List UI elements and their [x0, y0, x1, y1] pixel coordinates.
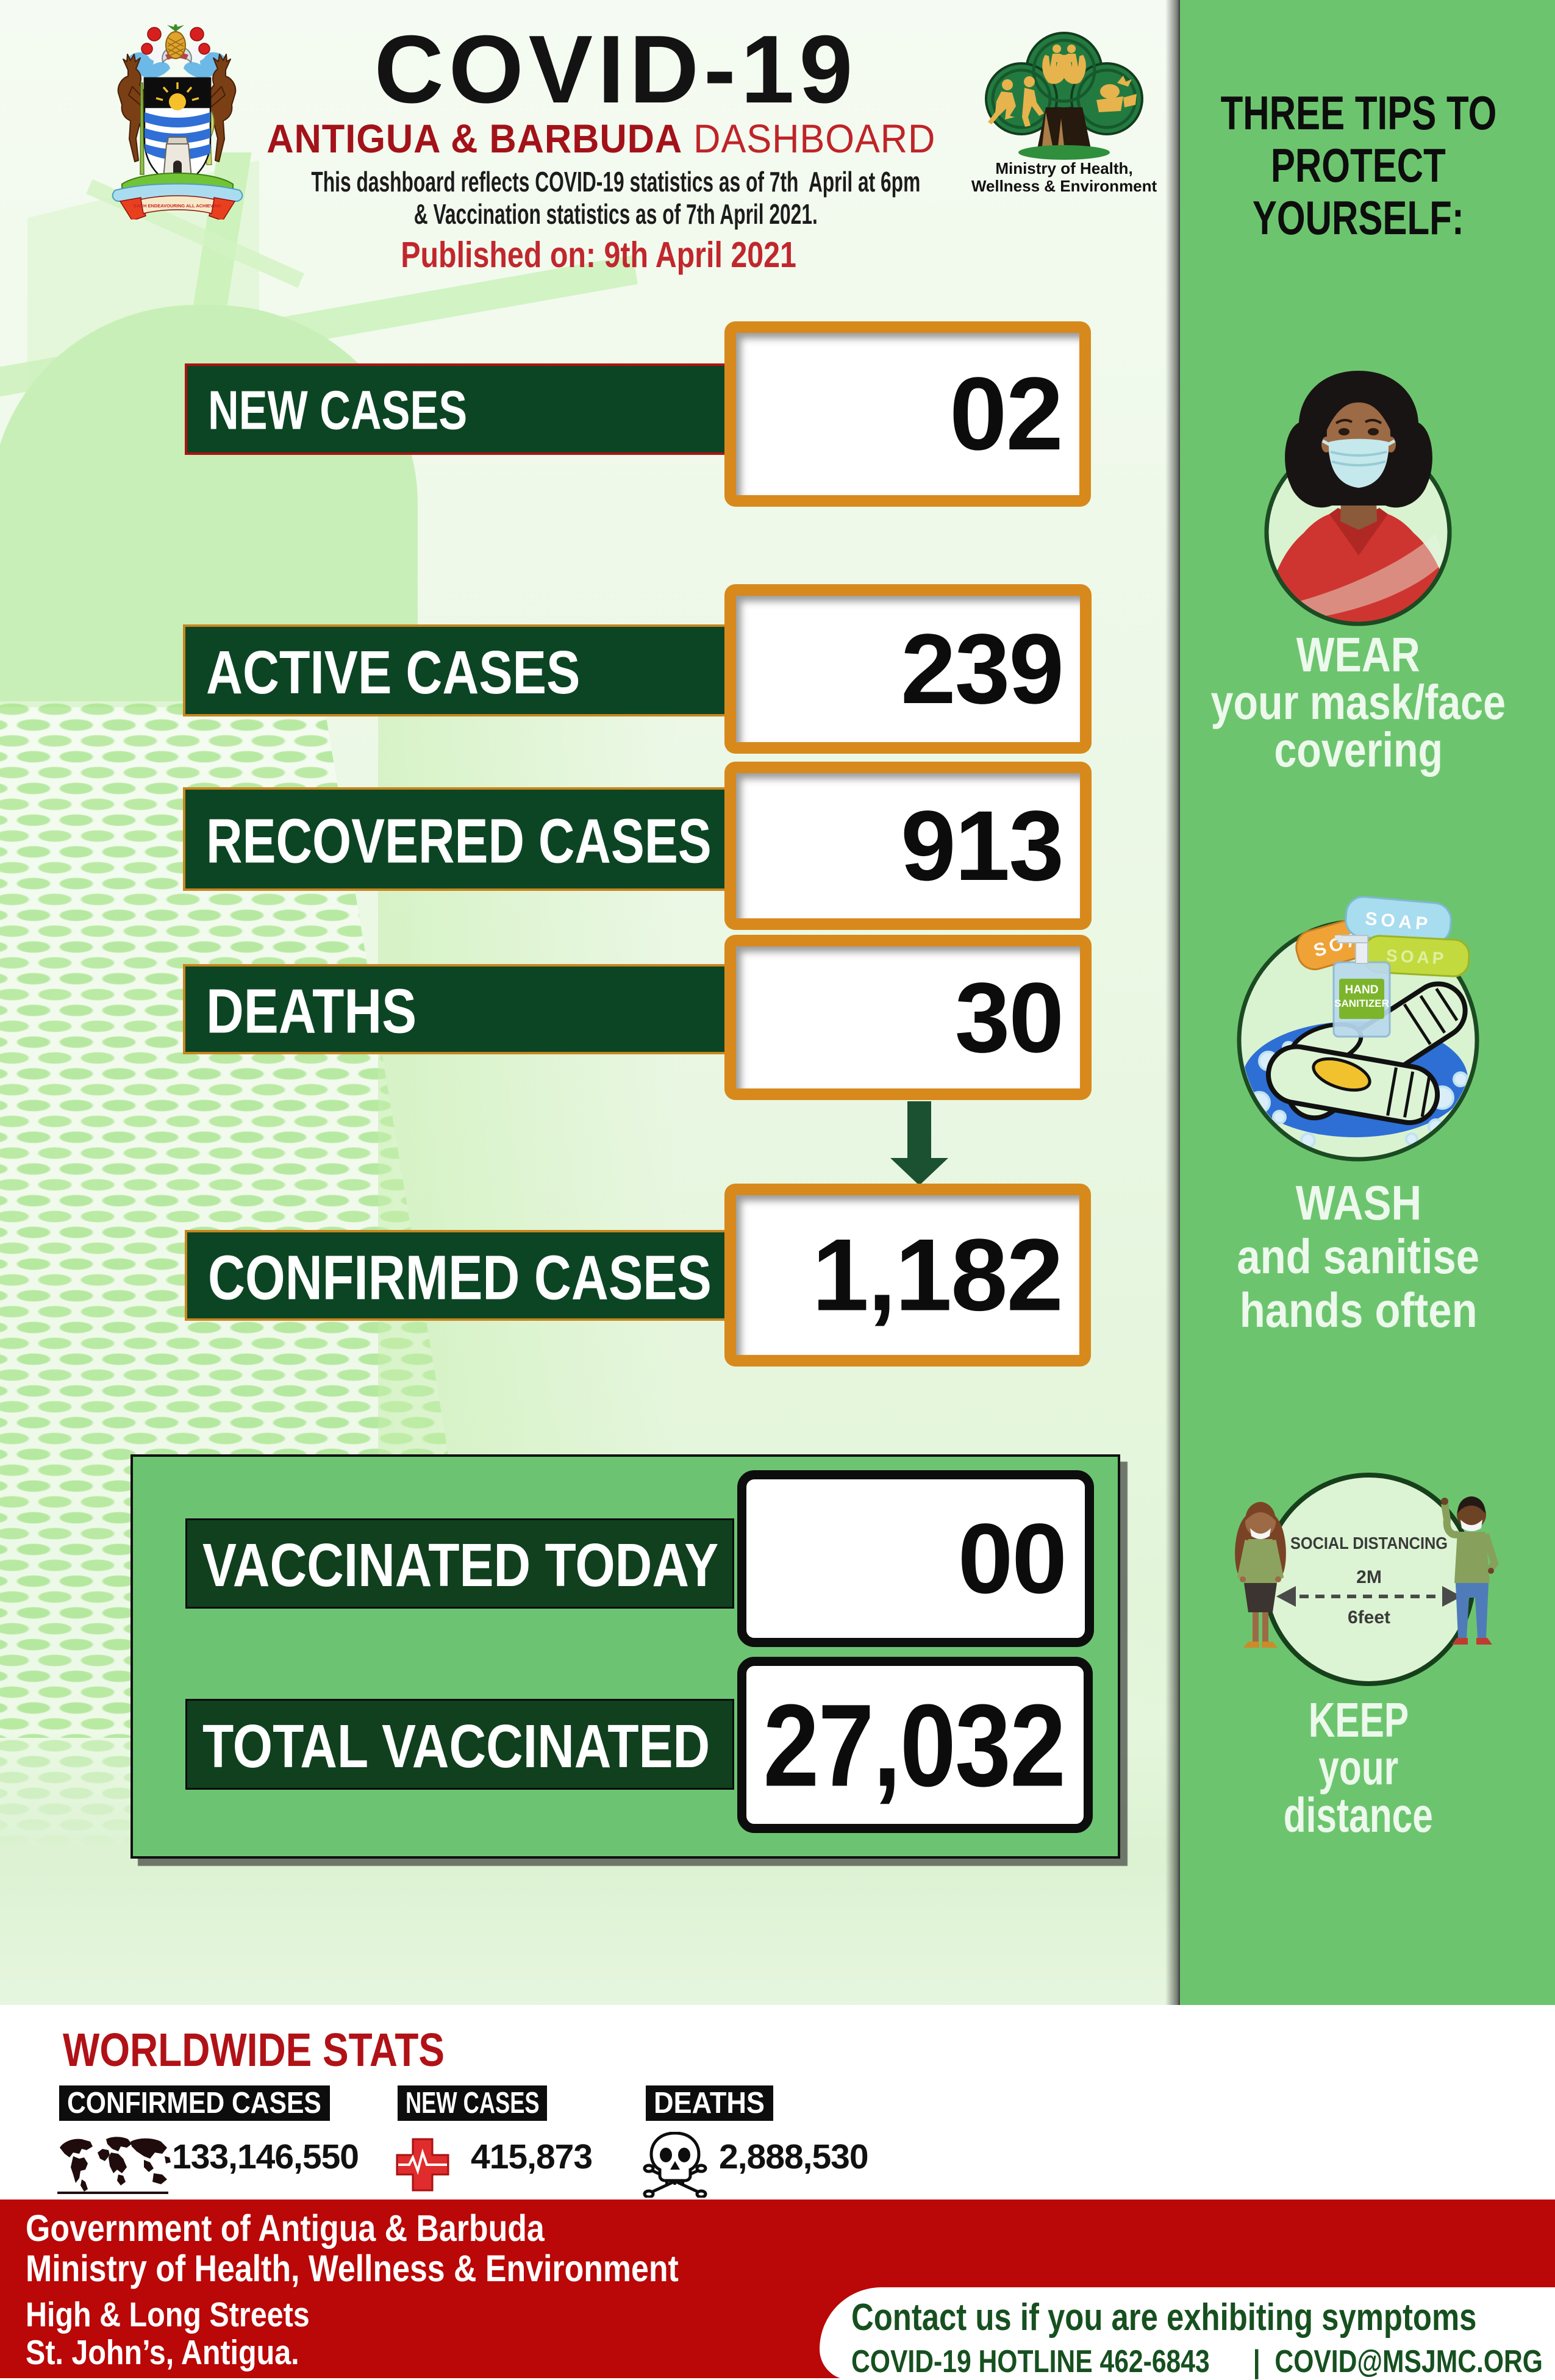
svg-text:SANITIZER: SANITIZER: [1334, 998, 1389, 1009]
svg-text:2M: 2M: [1356, 1567, 1382, 1587]
svg-text:SOAP: SOAP: [1385, 946, 1447, 968]
svg-text:HAND: HAND: [1345, 984, 1379, 996]
svg-text:EACH ENDEAVOURING ALL ACHIE: EACH ENDEAVOURING ALL ACHIEVING: [134, 203, 221, 209]
svg-text:6feet: 6feet: [1348, 1607, 1390, 1628]
svg-text:SOCIAL DISTANCING: SOCIAL DISTANCING: [1290, 1534, 1448, 1553]
